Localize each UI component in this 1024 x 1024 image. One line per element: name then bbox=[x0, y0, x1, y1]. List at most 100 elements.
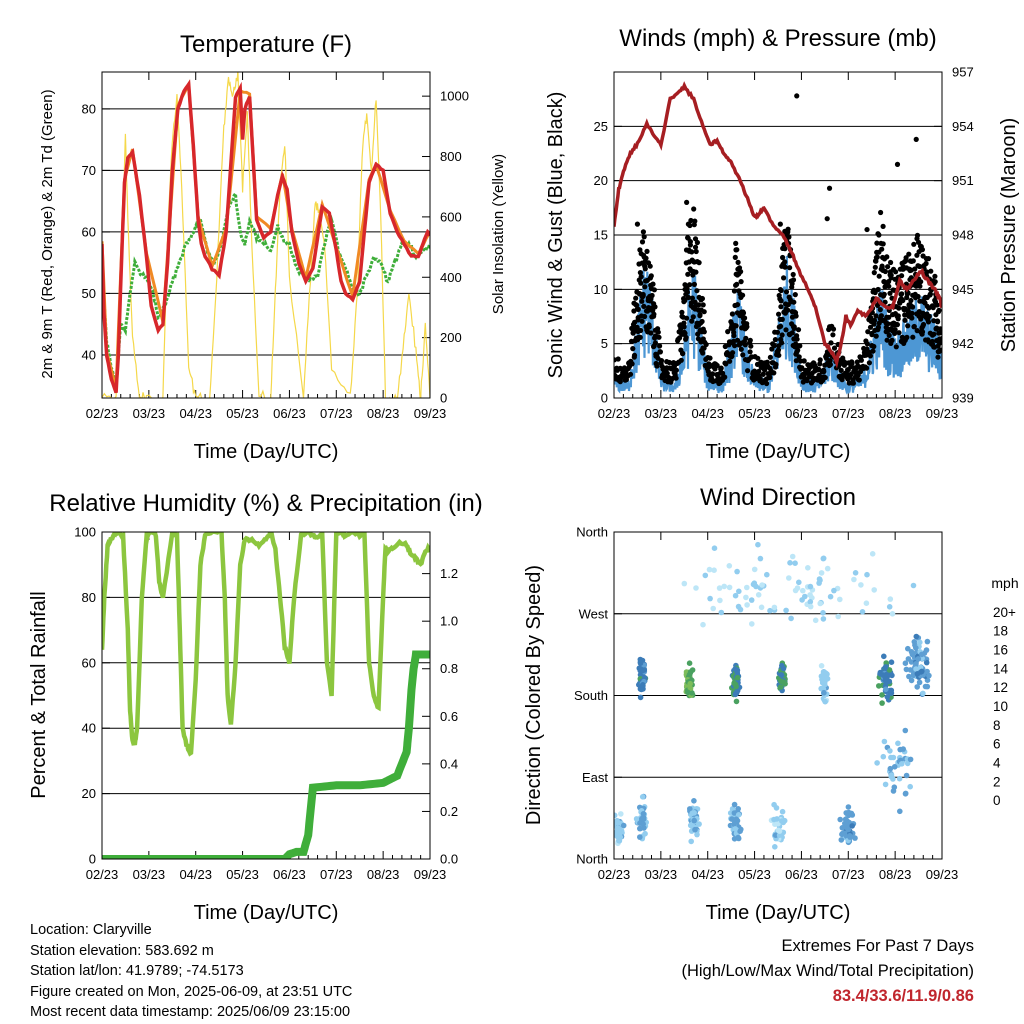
gust-point bbox=[681, 320, 687, 326]
gust-point bbox=[886, 314, 892, 320]
winds-xtick-label: 02/23 bbox=[598, 406, 631, 421]
gust-point bbox=[640, 293, 646, 299]
gust-point bbox=[881, 291, 887, 297]
gust-point bbox=[664, 370, 670, 376]
temperature-panel: 02/23 03/23 04/23 05/23 06/23 07/23 08/23 09/23… bbox=[82, 71, 469, 421]
direction-point bbox=[786, 575, 792, 581]
gust-point bbox=[650, 281, 656, 287]
gust-point bbox=[693, 269, 699, 275]
direction-xtick-label: 09/23 bbox=[926, 867, 959, 882]
gust-point bbox=[634, 324, 640, 330]
figure-created: Figure created on Mon, 2025-06-09, at 23… bbox=[30, 983, 353, 1000]
gust-point bbox=[830, 332, 836, 338]
gust-point bbox=[738, 346, 744, 352]
gust-point bbox=[787, 265, 793, 271]
gust-point bbox=[725, 329, 731, 335]
direction-point bbox=[758, 604, 765, 611]
direction-xtick-label: 02/23 bbox=[598, 867, 631, 882]
gust-point bbox=[779, 316, 785, 322]
direction-point bbox=[796, 579, 802, 586]
direction-point bbox=[779, 808, 786, 815]
gust-point bbox=[884, 337, 890, 343]
direction-point bbox=[821, 689, 827, 696]
gust-point bbox=[785, 307, 791, 313]
gust-point bbox=[799, 365, 805, 371]
gust-point bbox=[764, 359, 770, 365]
direction-point bbox=[812, 617, 819, 624]
direction-point bbox=[788, 615, 794, 622]
temperature-xtick-label: 06/23 bbox=[273, 406, 306, 421]
direction-point bbox=[824, 565, 831, 572]
direction-point bbox=[848, 810, 855, 817]
gust-point bbox=[740, 352, 746, 358]
winds-xtick-label: 08/23 bbox=[879, 406, 912, 421]
gust-point bbox=[723, 361, 729, 367]
gust-point bbox=[734, 247, 740, 253]
direction-point bbox=[886, 604, 893, 610]
direction-point bbox=[732, 681, 739, 688]
direction-point bbox=[914, 684, 920, 690]
gust-point bbox=[640, 229, 647, 235]
direction-point bbox=[904, 760, 911, 767]
direction-point bbox=[707, 595, 713, 602]
relative-humidity-line bbox=[102, 532, 430, 757]
gust-point bbox=[756, 368, 762, 374]
gust-point bbox=[875, 324, 882, 330]
dewpoint-line bbox=[102, 189, 430, 387]
direction-point bbox=[902, 660, 909, 666]
winds-series-group bbox=[614, 81, 942, 395]
total-rainfall-line bbox=[102, 650, 430, 859]
gust-point bbox=[827, 362, 834, 368]
direction-point bbox=[903, 772, 910, 779]
temperature-xtick-label: 04/23 bbox=[179, 406, 212, 421]
winds-xtick-label: 03/23 bbox=[645, 406, 678, 421]
direction-point bbox=[923, 659, 930, 666]
gust-point bbox=[694, 239, 701, 246]
humidity-ytick-label: 40 bbox=[82, 721, 96, 736]
gust-point bbox=[642, 313, 648, 320]
temperature-series-group bbox=[102, 72, 430, 398]
gust-point bbox=[911, 241, 917, 247]
gust-point bbox=[918, 279, 924, 285]
gust-point bbox=[912, 266, 918, 272]
direction-point bbox=[838, 837, 845, 843]
gust-point bbox=[838, 367, 844, 373]
temperature-ytick-label: 50 bbox=[82, 286, 96, 301]
gust-point bbox=[774, 329, 781, 335]
winds-ytick-label: 0 bbox=[601, 391, 608, 406]
direction-point bbox=[711, 545, 718, 551]
gust-point bbox=[701, 309, 707, 315]
gust-point bbox=[937, 347, 942, 353]
direction-point bbox=[700, 621, 706, 628]
gust-point bbox=[873, 333, 879, 339]
gust-point bbox=[878, 209, 884, 216]
gust-point bbox=[795, 327, 802, 333]
direction-point bbox=[874, 760, 880, 766]
colorbar-label: 18 bbox=[993, 624, 1008, 639]
direction-point bbox=[924, 668, 930, 675]
direction-ytick-label: North bbox=[576, 852, 608, 867]
gust-point bbox=[757, 376, 763, 382]
gust-point bbox=[673, 367, 680, 373]
direction-point bbox=[889, 611, 896, 617]
direction-point bbox=[807, 599, 814, 605]
gust-point bbox=[684, 289, 691, 295]
winds-ytick-label: 10 bbox=[594, 282, 608, 297]
station-location: Location: Claryville bbox=[30, 922, 152, 938]
direction-point bbox=[896, 775, 903, 782]
gust-point bbox=[931, 331, 937, 337]
gust-point bbox=[652, 340, 659, 346]
temperature-y2tick-label: 200 bbox=[440, 330, 462, 345]
direction-point bbox=[702, 572, 709, 579]
gust-point bbox=[673, 375, 679, 381]
direction-point bbox=[755, 541, 761, 548]
direction-point bbox=[639, 816, 645, 822]
winds-xtick-label: 07/23 bbox=[832, 406, 865, 421]
gust-point bbox=[634, 221, 641, 227]
gust-point bbox=[773, 361, 779, 368]
gust-point bbox=[885, 264, 891, 270]
gust-point bbox=[685, 294, 692, 301]
gust-point bbox=[886, 283, 892, 289]
direction-point bbox=[711, 567, 717, 573]
direction-point bbox=[729, 816, 735, 822]
